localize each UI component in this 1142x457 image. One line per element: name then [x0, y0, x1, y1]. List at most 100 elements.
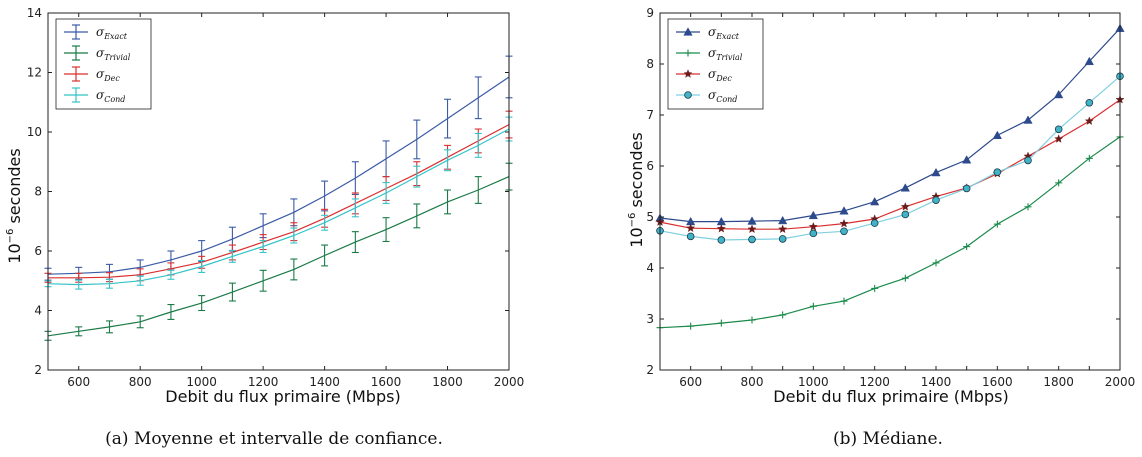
data-point: [1084, 116, 1094, 125]
error-bar: [321, 244, 329, 267]
legend-label: σExact: [96, 25, 128, 41]
error-bar: [259, 269, 267, 292]
error-bar: [382, 140, 390, 178]
y-tick-label: 6: [34, 244, 42, 258]
y-tick-label: 3: [646, 312, 654, 326]
data-point: [993, 168, 1002, 176]
data-point: [870, 219, 879, 227]
x-tick-label: 1800: [1043, 375, 1074, 389]
error-bar: [198, 259, 206, 273]
y-tick-label: 8: [646, 57, 654, 71]
error-bar: [351, 198, 359, 218]
series-line-trivial: [47, 176, 510, 337]
data-point: [809, 229, 818, 238]
x-tick-label: 600: [679, 375, 702, 389]
x-tick-label: 800: [741, 375, 764, 389]
series-line-cond: [47, 128, 510, 286]
data-point: [1055, 179, 1063, 187]
data-point: [748, 235, 756, 244]
chart-a-axes: 2 4 6 8 10 12 14 600 800 1000 1200 1400 1600 1800 2000: [27, 6, 525, 389]
y-tick-label: 4: [646, 261, 654, 275]
error-bar: [228, 249, 236, 263]
error-bar: [444, 149, 452, 172]
legend-label: σDec: [708, 67, 732, 83]
data-point: [808, 221, 818, 231]
x-tick-label: 1200: [859, 375, 890, 389]
chart-b-axes: 2 3 4 5 6 7 8 9 600 800 1000 1200 1400 1600 1800 2000: [646, 6, 1135, 389]
series-line-exact: [47, 76, 510, 275]
legend-item-trivial: σTrivial: [64, 45, 131, 62]
chart-a-x-axis-label: Debit du flux primaire (Mbps): [165, 387, 400, 406]
x-tick-label: 2000: [494, 375, 525, 389]
data-point: [901, 210, 910, 219]
y-tick-label: 12: [27, 66, 42, 80]
error-bar: [290, 198, 298, 227]
legend-marker: [683, 27, 693, 36]
series-line-cond: [659, 75, 1121, 241]
error-bar: [321, 214, 329, 231]
error-bar: [321, 180, 329, 212]
error-bar: [136, 315, 144, 329]
error-bar: [75, 279, 83, 290]
legend-item-cond: σCond: [676, 88, 737, 104]
chart-b-y-axis-label: 10−6 secondes: [627, 132, 646, 247]
y-tick-label: 7: [646, 108, 654, 122]
x-tick-label: 1200: [248, 375, 279, 389]
data-point: [962, 184, 971, 193]
data-point: [686, 232, 695, 241]
error-bar: [444, 98, 452, 139]
error-bar: [444, 189, 452, 215]
data-point: [1023, 115, 1033, 124]
series-line-exact: [659, 27, 1121, 223]
error-bar: [75, 326, 83, 337]
legend-marker: [684, 49, 692, 57]
data-point: [808, 210, 818, 220]
error-bar: [167, 269, 175, 280]
y-tick-label: 14: [27, 6, 42, 20]
series-line-dec: [48, 124, 510, 279]
error-bar: [382, 217, 390, 243]
y-tick-label: 5: [646, 210, 654, 224]
data-point: [686, 223, 696, 233]
y-tick-label: 4: [34, 304, 42, 318]
series-line-trivial: [659, 136, 1121, 329]
error-bar: [105, 320, 113, 334]
legend-label: σExact: [708, 25, 740, 41]
data-point: [1024, 203, 1032, 211]
data-point: [1085, 98, 1094, 107]
data-point: [778, 224, 788, 234]
legend-item-trivial: σTrivial: [676, 46, 743, 62]
chart-b-caption: (b) Médiane.: [833, 429, 943, 449]
chart-b-frame: [659, 12, 1121, 371]
chart-a-caption: (a) Moyenne et intervalle de confiance.: [105, 429, 443, 449]
chart-b-x-axis-label: Debit du flux primaire (Mbps): [773, 387, 1008, 406]
legend-marker: [684, 91, 692, 99]
data-point: [932, 259, 940, 267]
data-point: [839, 206, 849, 215]
data-point: [716, 223, 726, 233]
x-tick-label: 800: [129, 375, 152, 389]
legend-box: [55, 18, 152, 110]
legend-label: σCond: [708, 88, 737, 104]
data-point: [779, 311, 787, 319]
legend-label: σCond: [96, 88, 125, 104]
error-bar: [351, 161, 359, 196]
error-bar: [351, 231, 359, 254]
data-point: [1054, 89, 1064, 99]
data-point: [748, 316, 756, 324]
data-point: [778, 235, 787, 243]
data-point: [840, 227, 848, 236]
legend-box: [667, 18, 764, 110]
data-point: [900, 183, 910, 192]
data-point: [962, 155, 972, 164]
error-bar: [474, 76, 482, 120]
error-bar: [474, 176, 482, 204]
y-tick-label: 10: [27, 125, 42, 139]
data-point: [1085, 154, 1093, 162]
data-point: [839, 218, 849, 228]
x-tick-label: 1600: [982, 375, 1013, 389]
series-line-dec: [659, 99, 1121, 230]
chart-a-legend: σExact σTrivial σDec σCond: [55, 18, 152, 110]
data-point: [809, 302, 817, 310]
